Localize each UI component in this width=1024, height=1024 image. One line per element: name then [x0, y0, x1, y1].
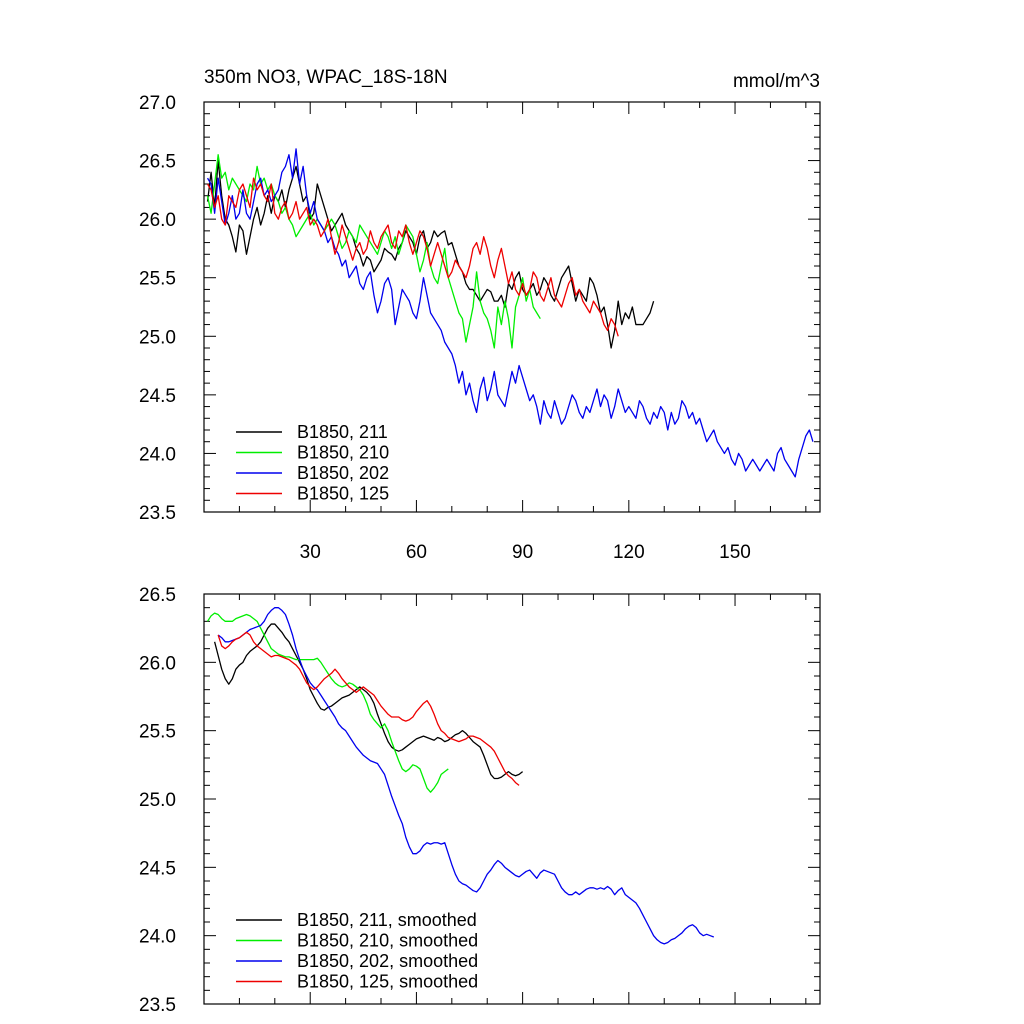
y-tick-label: 25.0 — [139, 790, 176, 811]
legend-label: B1850, 125 — [297, 484, 389, 504]
x-tick-label: 60 — [406, 542, 427, 563]
y-tick-label: 24.0 — [139, 927, 176, 948]
bottom-plot-frame — [203, 593, 821, 1005]
y-tick-label: 26.0 — [139, 210, 176, 231]
y-tick-label: 26.5 — [139, 585, 176, 606]
y-tick-label: 24.5 — [139, 858, 176, 879]
series-line-b1850-125 — [206, 177, 619, 337]
x-tick-label: 30 — [300, 542, 321, 563]
legend-label: B1850, 211 — [297, 422, 388, 442]
y-tick-label: 26.5 — [139, 152, 176, 173]
bottom-panel: 23.5 24.0 24.5 25.0 25.5 26.0 26.5 B1850, 211,… — [139, 585, 821, 1016]
x-tick-label: 90 — [512, 542, 533, 563]
units-label: mmol/m^3 — [733, 71, 820, 92]
top-axis-ticks — [204, 101, 820, 513]
legend-label: B1850, 211, smoothed — [297, 910, 477, 930]
legend-label: B1850, 202, smoothed — [297, 951, 478, 971]
y-tick-label: 26.0 — [139, 653, 176, 674]
y-tick-label: 23.5 — [139, 503, 176, 524]
y-tick-label: 23.5 — [139, 995, 176, 1016]
series-line-b1850-211 — [206, 159, 655, 349]
top-panel: 350m NO3, WPAC_18S-18N mmol/m^3 23.5 24.0… — [139, 67, 821, 563]
legend-label: B1850, 202 — [297, 463, 389, 483]
series-line-b1850-202 — [206, 148, 814, 478]
y-tick-label: 25.5 — [139, 269, 176, 290]
y-tick-label: 24.5 — [139, 386, 176, 407]
legend-label: B1850, 210, smoothed — [297, 931, 478, 951]
series-line-b1850-211-smoothed — [213, 623, 524, 780]
top-plot-frame — [203, 101, 821, 513]
x-tick-label: 120 — [613, 542, 645, 563]
top-x-tick-labels: 30 60 90 120 150 — [300, 542, 751, 563]
y-tick-label: 27.0 — [139, 93, 176, 114]
chart-title: 350m NO3, WPAC_18S-18N — [204, 67, 448, 88]
y-tick-label: 24.0 — [139, 444, 176, 465]
top-y-tick-labels: 23.5 24.0 24.5 25.0 25.5 26.0 26.5 27.0 — [139, 93, 176, 524]
legend-label: B1850, 210 — [297, 443, 389, 463]
y-tick-label: 25.5 — [139, 722, 176, 743]
bottom-y-tick-labels: 23.5 24.0 24.5 25.0 25.5 26.0 26.5 — [139, 585, 176, 1016]
y-tick-label: 25.0 — [139, 327, 176, 348]
series-line-b1850-202-smoothed — [217, 607, 715, 945]
series-line-b1850-210 — [206, 154, 541, 349]
bottom-series-lines — [206, 607, 715, 945]
top-series-lines — [206, 148, 814, 478]
x-tick-label: 150 — [719, 542, 751, 563]
series-line-b1850-210-smoothed — [206, 612, 449, 793]
legend-label: B1850, 125, smoothed — [297, 972, 478, 992]
series-line-b1850-125-smoothed — [217, 631, 520, 786]
bottom-axis-ticks — [204, 593, 820, 1005]
